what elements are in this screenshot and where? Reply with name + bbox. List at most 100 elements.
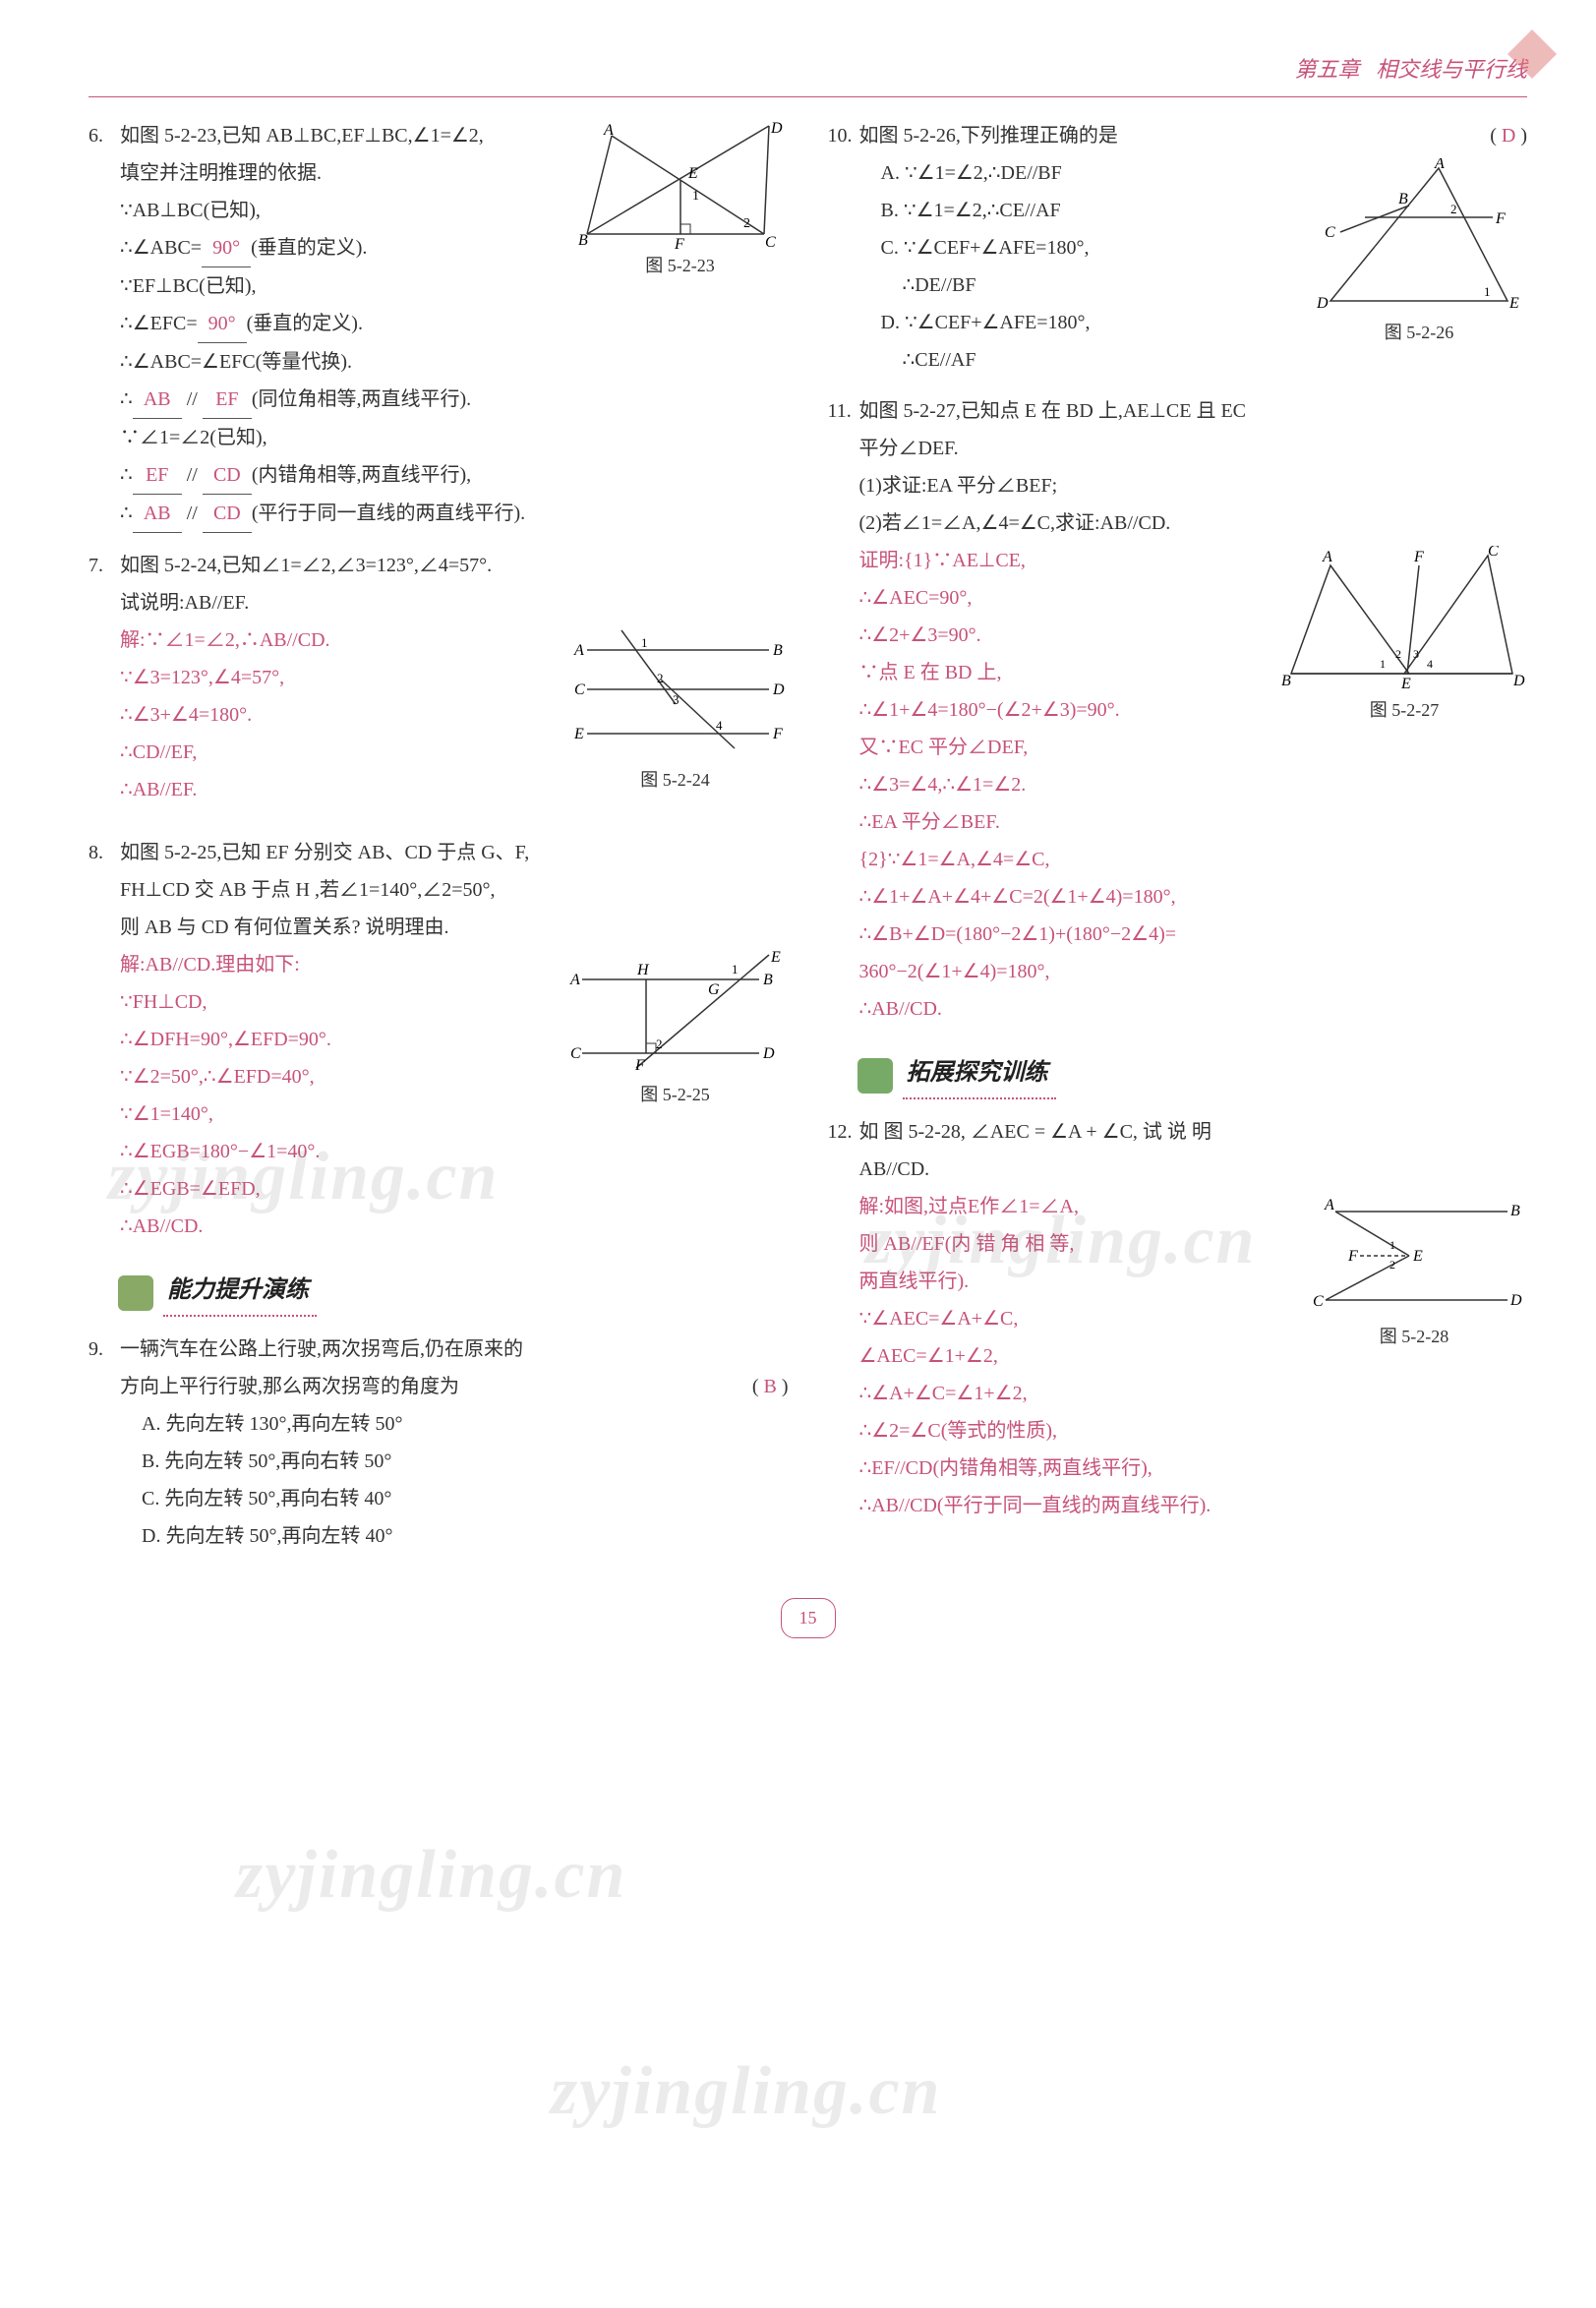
svg-text:B: B (763, 972, 773, 988)
svg-text:1: 1 (732, 962, 739, 976)
answer-line: ∴AB//CD. (120, 1208, 789, 1245)
watermark: zyjingling.cn (236, 1809, 626, 1940)
answer-line: ∴AB//CD. (859, 990, 1528, 1028)
choice-a: A. 先向左转 130°,再向左转 50° (120, 1405, 789, 1443)
figure-5-2-26: A C B F D E 1 2 图 5-2-26 (1311, 158, 1527, 349)
stem-line: 如图 5-2-27,已知点 E 在 BD 上,AE⊥CE 且 EC (859, 392, 1528, 430)
figure-5-2-24: A B C D E F 1 2 3 4 图 5-2-24 (562, 625, 789, 797)
mc-answer: D (1502, 125, 1515, 147)
svg-text:C: C (765, 234, 776, 249)
svg-text:B: B (1510, 1203, 1520, 1219)
svg-text:F: F (772, 726, 783, 742)
problem-12: 12. 如 图 5-2-28, ∠AEC = ∠A + ∠C, 试 说 明 AB… (828, 1113, 1528, 1524)
answer-line: ∴∠2=∠C(等式的性质), (859, 1412, 1528, 1450)
choice-b: B. 先向左转 50°,再向右转 50° (120, 1443, 789, 1480)
svg-text:E: E (1400, 676, 1411, 692)
problem-8: 8. 如图 5-2-25,已知 EF 分别交 AB、CD 于点 G、F, FH⊥… (89, 834, 789, 1245)
svg-text:2: 2 (743, 216, 750, 231)
svg-text:C: C (570, 1045, 581, 1062)
figure-5-2-27: A F C B E D 1 2 3 4 图 5-2-27 (1281, 546, 1527, 727)
svg-text:F: F (1347, 1248, 1358, 1265)
svg-text:B: B (1398, 191, 1408, 207)
svg-text:F: F (634, 1057, 645, 1074)
page-footer: 15 (89, 1598, 1527, 1637)
svg-text:F: F (674, 236, 684, 249)
svg-text:1: 1 (641, 635, 648, 650)
svg-text:2: 2 (1395, 647, 1401, 661)
svg-text:C: C (574, 681, 585, 698)
svg-text:A: A (1434, 158, 1445, 172)
svg-text:H: H (636, 962, 650, 978)
svg-text:A: A (569, 972, 580, 988)
problem-10: 10. 如图 5-2-26,下列推理正确的是 ( D ) A C B (828, 117, 1528, 379)
stem-line: FH⊥CD 交 AB 于点 H ,若∠1=140°,∠2=50°, (120, 871, 789, 909)
figure-label: 图 5-2-25 (562, 1078, 789, 1111)
fill-blank: 90° (198, 305, 247, 343)
svg-text:C: C (1325, 224, 1335, 241)
svg-text:2: 2 (657, 671, 664, 685)
problem-6: 6. A D B F C (89, 117, 789, 533)
svg-text:E: E (1508, 295, 1519, 312)
section-explore: 拓展探究训练 (857, 1051, 1528, 1100)
answer-line: 又∵EC 平分∠DEF, (859, 729, 1528, 766)
answer-line: 360°−2(∠1+∠4)=180°, (859, 953, 1528, 990)
svg-text:G: G (708, 981, 720, 998)
figure-5-2-23: A D B F C E 1 2 图 5-2-23 (572, 121, 789, 282)
answer-line: ∴AB//CD(平行于同一直线的两直线平行). (859, 1487, 1528, 1524)
answer-line: ∴∠EGB=∠EFD, (120, 1170, 789, 1208)
proof-line: ∴∠EFC=90°(垂直的定义). (120, 305, 789, 343)
problem-9: 9. 一辆汽车在公路上行驶,两次拐弯后,仍在原来的 方向上平行行驶,那么两次拐弯… (89, 1331, 789, 1555)
fill-blank: 90° (202, 229, 251, 267)
answer-line: {2}∵∠1=∠A,∠4=∠C, (859, 841, 1528, 878)
problem-number: 10. (828, 117, 853, 154)
svg-text:D: D (1316, 295, 1329, 312)
proof-line: ∴∠ABC=∠EFC(等量代换). (120, 343, 789, 381)
stem-line: 方向上平行行驶,那么两次拐弯的角度为 ( B ) (120, 1368, 789, 1405)
chapter-label: 第五章 (1294, 57, 1359, 82)
svg-text:D: D (1512, 673, 1525, 689)
fill-blank: CD (203, 456, 252, 495)
svg-text:E: E (1412, 1248, 1423, 1265)
svg-text:D: D (1509, 1292, 1522, 1309)
figure-label: 图 5-2-26 (1311, 316, 1527, 349)
proof-line: ∴AB // EF(同位角相等,两直线平行). (120, 381, 789, 419)
stem-line: 如图 5-2-24,已知∠1=∠2,∠3=123°,∠4=57°. (120, 547, 789, 584)
figure-label: 图 5-2-28 (1301, 1320, 1527, 1353)
svg-text:A: A (1322, 549, 1332, 565)
chapter-title: 相交线与平行线 (1376, 57, 1527, 82)
answer-line: ∴∠A+∠C=∠1+∠2, (859, 1375, 1528, 1412)
svg-text:4: 4 (716, 718, 723, 733)
figure-label: 图 5-2-24 (562, 763, 789, 797)
fill-blank: CD (203, 495, 252, 533)
problem-number: 12. (828, 1113, 853, 1151)
fill-blank: AB (133, 495, 182, 533)
section-title: 能力提升演练 (163, 1269, 317, 1318)
proof-line: ∴AB // CD(平行于同一直线的两直线平行). (120, 495, 789, 533)
problem-number: 6. (89, 117, 103, 154)
proof-line: ∵∠1=∠2(已知), (120, 419, 789, 456)
answer-line: ∴∠EGB=180°−∠1=40°. (120, 1133, 789, 1170)
stem-line: 如图 5-2-26,下列推理正确的是 ( D ) (859, 117, 1528, 154)
figure-5-2-28: A B C D E F 1 2 图 5-2-28 (1301, 1192, 1527, 1353)
choice-c: C. 先向左转 50°,再向右转 40° (120, 1480, 789, 1517)
stem-line: 试说明:AB//EF. (120, 584, 789, 621)
svg-text:1: 1 (1389, 1238, 1395, 1252)
answer-line: ∴∠1+∠A+∠4+∠C=2(∠1+∠4)=180°, (859, 878, 1528, 916)
problem-number: 9. (89, 1331, 103, 1368)
svg-text:C: C (1313, 1293, 1324, 1310)
svg-text:2: 2 (656, 1036, 663, 1051)
fill-blank: AB (133, 381, 182, 419)
answer-line: ∴∠3=∠4,∴∠1=∠2. (859, 766, 1528, 803)
svg-text:D: D (770, 121, 783, 137)
answer-line: ∴EA 平分∠BEF. (859, 803, 1528, 841)
fill-blank: EF (203, 381, 252, 419)
stem-line: 如 图 5-2-28, ∠AEC = ∠A + ∠C, 试 说 明 (859, 1113, 1528, 1151)
sub-question: (2)若∠1=∠A,∠4=∠C,求证:AB//CD. (859, 504, 1528, 542)
left-column: 6. A D B F C (89, 117, 789, 1569)
svg-text:1: 1 (692, 189, 699, 204)
stem-line: AB//CD. (859, 1151, 1528, 1188)
svg-text:D: D (772, 681, 785, 698)
answer-line: ∴∠B+∠D=(180°−2∠1)+(180°−2∠4)= (859, 916, 1528, 953)
problem-number: 11. (828, 392, 852, 430)
section-ability: 能力提升演练 (118, 1269, 789, 1318)
